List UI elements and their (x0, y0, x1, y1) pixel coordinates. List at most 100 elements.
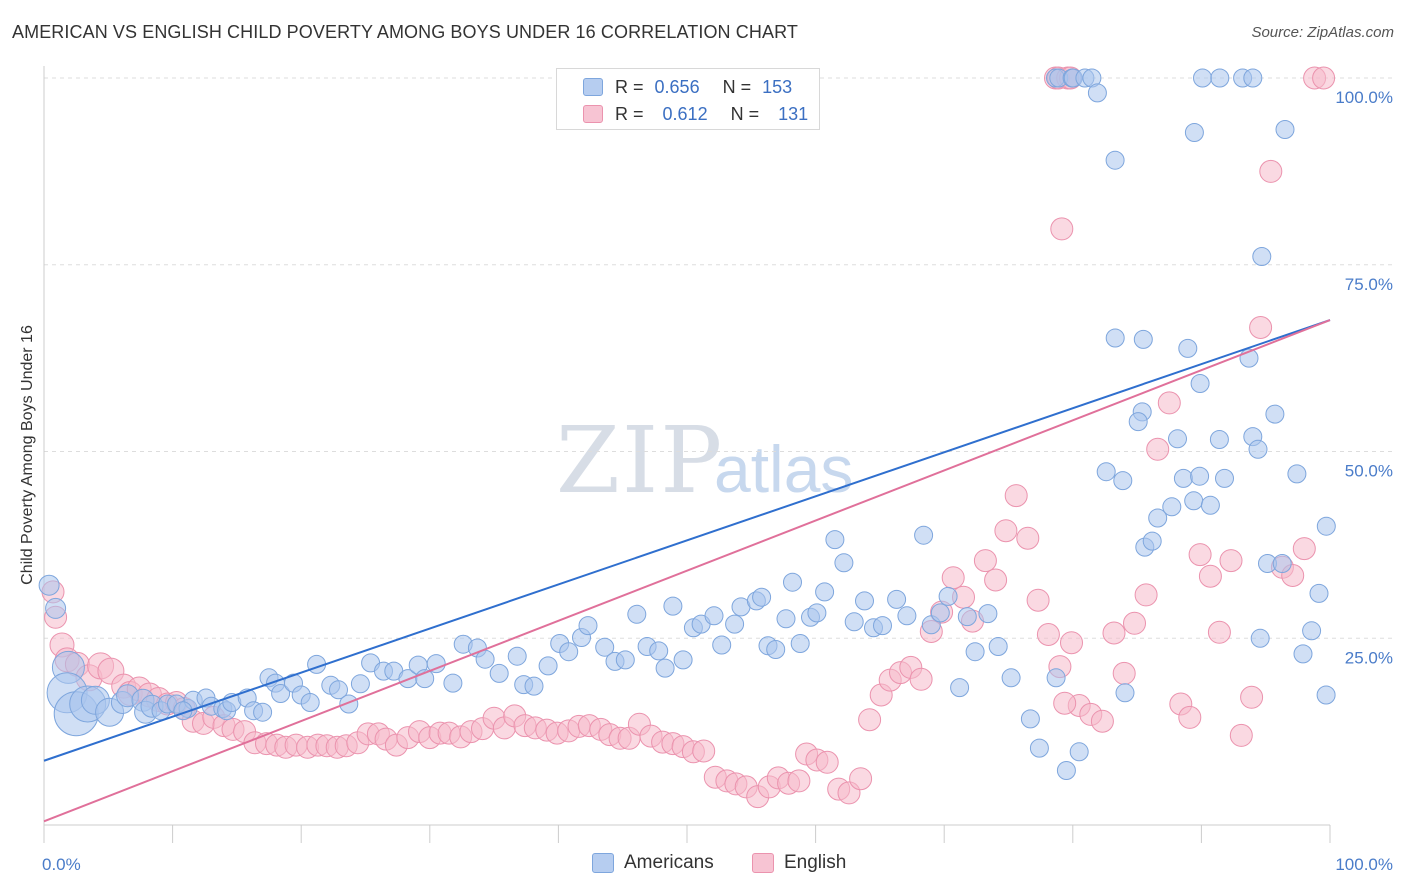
americans-point (1029, 738, 1049, 758)
americans-point (783, 572, 802, 592)
americans-point (978, 604, 998, 624)
americans-point (1250, 628, 1270, 648)
americans-point (300, 693, 320, 712)
americans-point (752, 587, 772, 607)
americans-point (1056, 761, 1076, 780)
americans-point (1142, 531, 1162, 551)
legend-n-value-americans: 153 (762, 77, 793, 97)
y-tick-label: 25.0% (1345, 648, 1393, 667)
english-point (1157, 391, 1181, 415)
americans-point (649, 641, 669, 661)
americans-point (873, 616, 892, 636)
english-point (909, 667, 933, 691)
americans-point (704, 606, 724, 626)
americans-point (627, 604, 647, 624)
americans-point (1248, 439, 1268, 459)
americans-point (1200, 495, 1220, 515)
english-point (1229, 723, 1253, 747)
americans-point (1096, 462, 1116, 482)
english-point (1259, 159, 1283, 183)
americans-point (1316, 685, 1336, 705)
americans-point (1287, 464, 1307, 484)
americans-point (815, 582, 835, 602)
americans-point (271, 684, 291, 703)
americans-point (1168, 429, 1187, 449)
americans-point (595, 637, 615, 657)
americans-point (1046, 668, 1066, 688)
english-point (1123, 611, 1146, 635)
legend-r-label: R = (615, 77, 644, 97)
americans-point (766, 640, 786, 659)
legend-r-value-english: 0.612 (662, 104, 708, 124)
bottom-legend-label-english: English (784, 852, 847, 873)
americans-point (507, 646, 527, 666)
english-point (984, 568, 1008, 592)
english-trend-line (43, 319, 1331, 823)
americans-point (1190, 374, 1210, 393)
english-point (1036, 623, 1060, 646)
english-point (1026, 588, 1050, 612)
english-point (941, 566, 965, 590)
americans-point (887, 589, 907, 609)
english-point (1090, 709, 1114, 733)
americans-point (807, 603, 827, 623)
americans-point (790, 634, 810, 653)
americans-point (1302, 621, 1322, 641)
english-point (1249, 316, 1273, 339)
americans-point (1193, 68, 1212, 88)
watermark-atlas: atlas (714, 432, 853, 506)
legend-r-label: R = (615, 104, 644, 124)
americans-point (1265, 404, 1285, 424)
americans-point (950, 678, 970, 698)
watermark-zip: ZIP (556, 407, 724, 514)
english-point (1050, 217, 1074, 241)
english-point (1146, 437, 1170, 461)
americans-point (489, 663, 509, 683)
americans-point (965, 642, 985, 662)
americans-point (663, 596, 683, 616)
americans-point (1128, 412, 1148, 432)
source-label: Source: ZipAtlas.com (1251, 24, 1394, 41)
english-point (1112, 661, 1136, 685)
americans-point (578, 616, 598, 636)
y-axis-label: Child Poverty Among Boys Under 16 (19, 325, 36, 585)
americans-point (957, 607, 977, 627)
english-point (1178, 705, 1202, 729)
americans-point (914, 525, 934, 545)
americans-point (1184, 123, 1204, 142)
americans-point (1293, 644, 1313, 664)
chart-title: AMERICAN VS ENGLISH CHILD POVERTY AMONG … (12, 22, 798, 42)
english-point (1240, 685, 1264, 709)
legend-r-value-americans: 0.656 (654, 77, 700, 97)
x-tick-labels: 0.0% 100.0% (42, 855, 1393, 874)
y-tick-label: 50.0% (1345, 462, 1393, 481)
americans-point (988, 637, 1008, 656)
americans-point (339, 694, 359, 714)
english-point (1060, 631, 1083, 655)
watermark: ZIP atlas (556, 407, 853, 514)
americans-point (1105, 150, 1125, 170)
americans-point (1020, 709, 1040, 729)
americans-point (615, 650, 635, 670)
americans-point (559, 642, 579, 662)
x-tick-label-max: 100.0% (1335, 855, 1393, 874)
americans-point (844, 612, 864, 632)
americans-point (712, 635, 732, 655)
legend-swatch-americans (583, 78, 603, 96)
americans-point (930, 603, 950, 623)
americans-point (1243, 68, 1263, 88)
english-point (858, 708, 882, 732)
americans-point (1252, 247, 1272, 266)
americans-point (938, 586, 958, 606)
americans-point (350, 674, 370, 694)
bottom-legend-label-americans: Americans (624, 852, 714, 873)
correlation-legend: R = 0.656 N = 153 R = 0.612 N = 131 (556, 68, 820, 130)
bottom-legend-swatch-americans (592, 853, 614, 873)
english-point (1004, 484, 1028, 508)
americans-point (1001, 668, 1021, 688)
americans-point (1173, 468, 1193, 488)
americans-point (475, 649, 495, 669)
legend-n-label: N = (722, 77, 752, 97)
americans-point (1113, 471, 1133, 491)
